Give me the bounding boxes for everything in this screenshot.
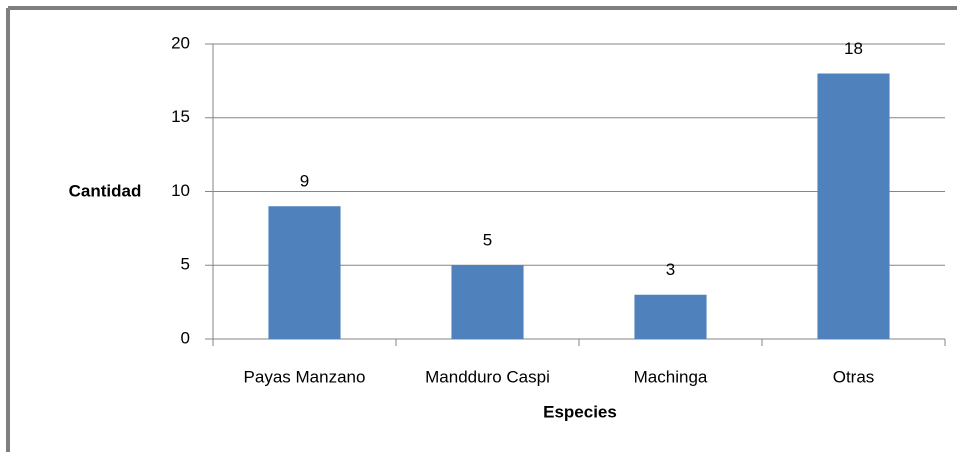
bar [451,265,524,339]
x-tick-label: Machinga [634,367,708,386]
x-tick-label: Otras [833,367,875,386]
data-label: 18 [844,39,863,58]
y-tick-label: 20 [171,33,190,52]
y-tick-label: 10 [171,181,190,200]
bar [634,294,707,339]
data-label: 9 [300,172,309,191]
bar [817,73,890,339]
y-tick-label: 15 [171,107,190,126]
x-axis-label: Especies [543,402,617,421]
y-axis-label: Cantidad [69,181,142,200]
y-tick-label: 5 [181,255,190,274]
x-tick-label: Mandduro Caspi [425,367,550,386]
data-label: 3 [666,260,675,279]
y-tick-label: 0 [181,328,190,347]
x-tick-label: Payas Manzano [244,367,366,386]
bar [268,206,341,339]
data-label: 5 [483,231,492,250]
